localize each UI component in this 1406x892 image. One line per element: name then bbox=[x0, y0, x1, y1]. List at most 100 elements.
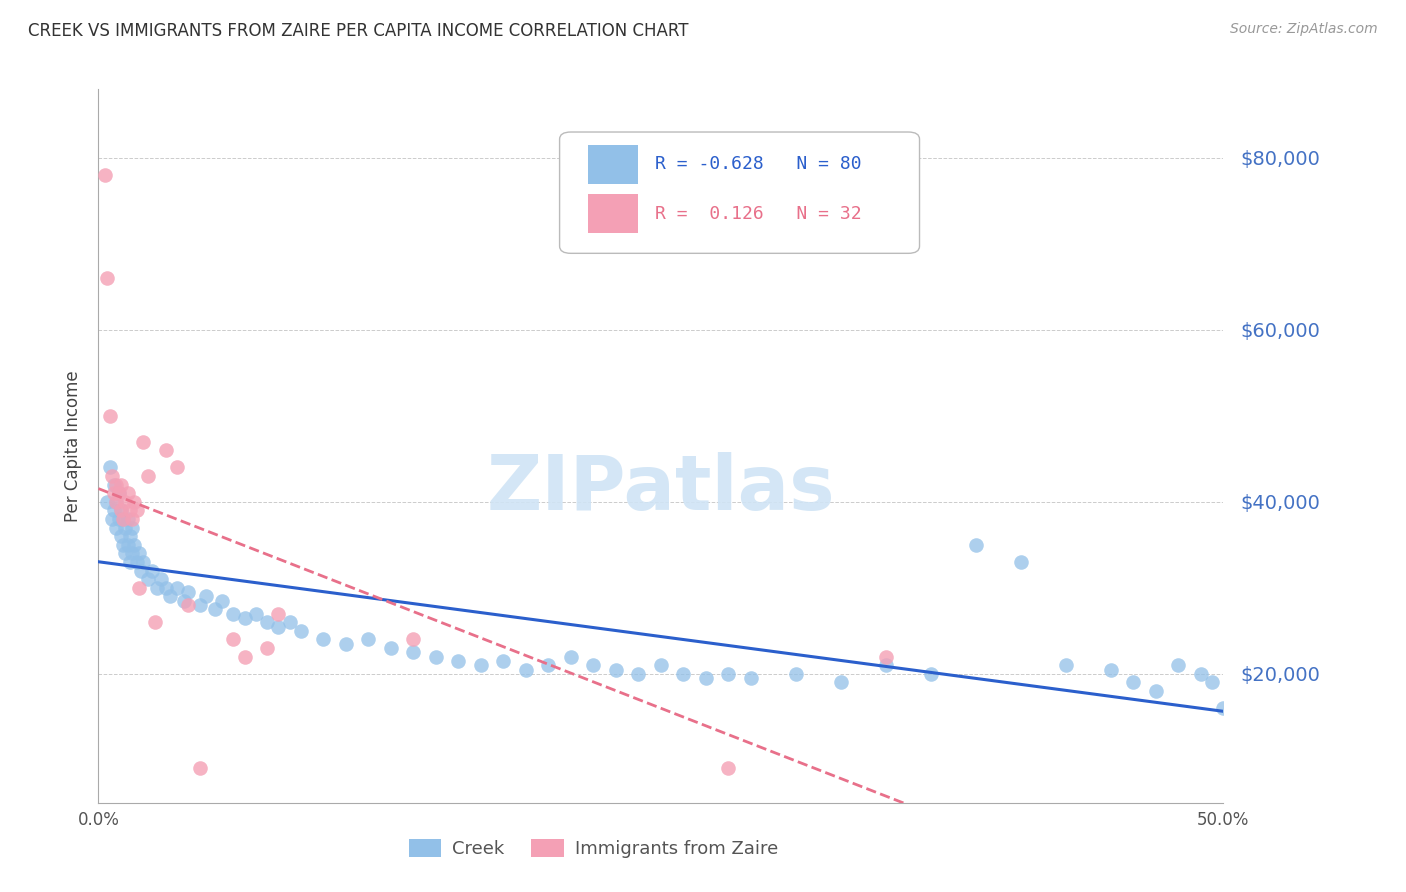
Point bbox=[107, 512, 129, 526]
Point bbox=[166, 581, 188, 595]
Point bbox=[515, 663, 537, 677]
Point bbox=[166, 460, 188, 475]
Point bbox=[114, 521, 136, 535]
Point bbox=[132, 434, 155, 449]
Point bbox=[159, 590, 181, 604]
Point bbox=[717, 666, 740, 681]
Point bbox=[128, 546, 150, 560]
Point bbox=[402, 632, 425, 647]
Point bbox=[965, 538, 987, 552]
Point bbox=[1054, 658, 1077, 673]
Point bbox=[1099, 663, 1122, 677]
Point bbox=[129, 564, 152, 578]
Point bbox=[94, 168, 117, 182]
Point bbox=[103, 503, 125, 517]
Point bbox=[1010, 555, 1032, 569]
Point bbox=[245, 607, 267, 621]
Point bbox=[875, 649, 897, 664]
Point bbox=[110, 503, 132, 517]
Point bbox=[233, 611, 256, 625]
Point bbox=[118, 503, 141, 517]
Point bbox=[125, 503, 148, 517]
Point bbox=[470, 658, 492, 673]
Point bbox=[312, 632, 335, 647]
Point bbox=[717, 761, 740, 775]
Point bbox=[204, 602, 226, 616]
Point bbox=[222, 607, 245, 621]
Point bbox=[110, 529, 132, 543]
Point bbox=[118, 529, 141, 543]
Point bbox=[920, 666, 942, 681]
Point bbox=[177, 598, 200, 612]
Point bbox=[114, 546, 136, 560]
Point bbox=[112, 512, 135, 526]
Text: ZIPatlas: ZIPatlas bbox=[486, 452, 835, 525]
FancyBboxPatch shape bbox=[588, 145, 638, 184]
Point bbox=[112, 538, 135, 552]
Point bbox=[155, 443, 177, 458]
Point bbox=[150, 572, 173, 586]
Point bbox=[117, 486, 139, 500]
Point bbox=[121, 521, 143, 535]
Point bbox=[290, 624, 312, 638]
FancyBboxPatch shape bbox=[588, 194, 638, 234]
Point bbox=[267, 619, 290, 633]
Y-axis label: Per Capita Income: Per Capita Income bbox=[63, 370, 82, 522]
Point bbox=[96, 271, 118, 285]
Point bbox=[875, 658, 897, 673]
Point bbox=[650, 658, 672, 673]
Point bbox=[112, 512, 135, 526]
Point bbox=[233, 649, 256, 664]
Point bbox=[105, 521, 128, 535]
Point bbox=[110, 477, 132, 491]
Point bbox=[121, 512, 143, 526]
Point bbox=[256, 615, 278, 630]
Point bbox=[103, 477, 125, 491]
Point bbox=[1201, 675, 1223, 690]
Point bbox=[188, 598, 211, 612]
Point bbox=[211, 593, 233, 607]
Point bbox=[740, 671, 762, 685]
Point bbox=[1144, 684, 1167, 698]
Text: R = -0.628   N = 80: R = -0.628 N = 80 bbox=[655, 155, 862, 173]
Point bbox=[582, 658, 605, 673]
Point bbox=[96, 495, 118, 509]
Point bbox=[425, 649, 447, 664]
Point bbox=[195, 590, 218, 604]
Point bbox=[627, 666, 650, 681]
Point bbox=[128, 581, 150, 595]
Point bbox=[335, 637, 357, 651]
Point bbox=[143, 615, 166, 630]
Point bbox=[105, 495, 128, 509]
Point bbox=[101, 512, 124, 526]
Point bbox=[103, 486, 125, 500]
Point bbox=[118, 555, 141, 569]
Point bbox=[1189, 666, 1212, 681]
Point bbox=[136, 572, 159, 586]
Point bbox=[101, 469, 124, 483]
Point bbox=[380, 641, 402, 656]
Legend: Creek, Immigrants from Zaire: Creek, Immigrants from Zaire bbox=[402, 831, 785, 865]
Text: R =  0.126   N = 32: R = 0.126 N = 32 bbox=[655, 205, 862, 223]
Point bbox=[173, 593, 195, 607]
Point bbox=[1212, 701, 1234, 715]
Point bbox=[107, 486, 129, 500]
Point bbox=[695, 671, 717, 685]
Point bbox=[117, 512, 139, 526]
Point bbox=[155, 581, 177, 595]
Point bbox=[114, 495, 136, 509]
Point bbox=[121, 546, 143, 560]
Point bbox=[1122, 675, 1144, 690]
Point bbox=[188, 761, 211, 775]
Point bbox=[132, 555, 155, 569]
Point bbox=[124, 538, 146, 552]
Text: CREEK VS IMMIGRANTS FROM ZAIRE PER CAPITA INCOME CORRELATION CHART: CREEK VS IMMIGRANTS FROM ZAIRE PER CAPIT… bbox=[28, 22, 689, 40]
Point bbox=[117, 538, 139, 552]
Point bbox=[256, 641, 278, 656]
Point bbox=[146, 581, 169, 595]
FancyBboxPatch shape bbox=[560, 132, 920, 253]
Point bbox=[124, 495, 146, 509]
Point bbox=[105, 495, 128, 509]
Text: Source: ZipAtlas.com: Source: ZipAtlas.com bbox=[1230, 22, 1378, 37]
Point bbox=[98, 409, 121, 423]
